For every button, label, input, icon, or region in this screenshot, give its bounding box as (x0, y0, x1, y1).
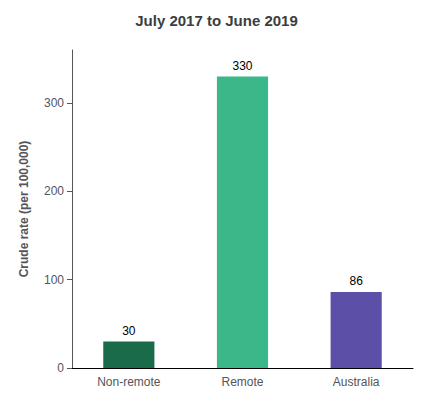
svg-text:200: 200 (44, 184, 64, 198)
svg-text:Crude rate (per 100,000): Crude rate (per 100,000) (17, 141, 31, 278)
svg-text:Remote: Remote (221, 375, 263, 389)
svg-text:86: 86 (349, 274, 363, 288)
svg-text:300: 300 (44, 96, 64, 110)
svg-text:30: 30 (122, 324, 136, 338)
svg-text:Australia: Australia (333, 375, 380, 389)
svg-text:July 2017 to June 2019: July 2017 to June 2019 (135, 12, 298, 29)
svg-text:Non-remote: Non-remote (97, 375, 161, 389)
svg-text:0: 0 (57, 361, 64, 375)
svg-text:100: 100 (44, 273, 64, 287)
svg-text:330: 330 (232, 59, 252, 73)
